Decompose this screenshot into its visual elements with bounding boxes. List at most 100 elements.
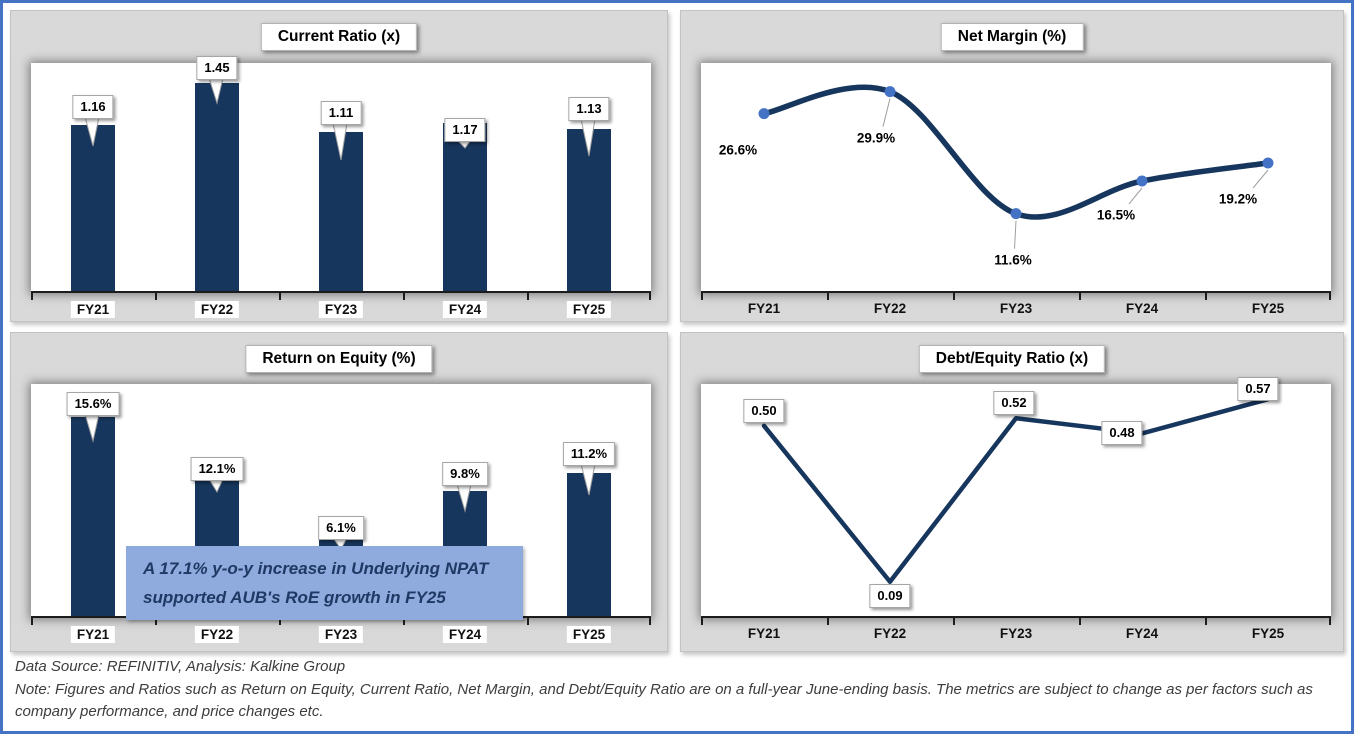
data-label-FY22: 1.45 <box>196 56 238 81</box>
marker-dot-FY21 <box>758 108 770 120</box>
chart-title-return-on-equity: Return on Equity (%) <box>245 345 433 373</box>
panel-current-ratio: Current Ratio (x) 1.16 1.45 1.11 1.17 1.13 F… <box>10 10 668 322</box>
axis-tick <box>1079 291 1081 300</box>
category-label: FY22 <box>873 626 907 641</box>
category-label: FY25 <box>1251 626 1285 641</box>
axis-tick <box>31 291 33 300</box>
pointer-shape <box>208 77 224 105</box>
category-label: FY21 <box>747 301 781 316</box>
pointer-shape <box>580 463 596 496</box>
label-pointer <box>332 122 348 160</box>
data-label-FY22: 12.1% <box>190 456 244 481</box>
bar-FY24 <box>443 123 487 291</box>
axis-tick <box>649 616 651 625</box>
data-label-FY25: 1.13 <box>568 96 610 121</box>
pointer-shape <box>580 118 596 157</box>
annotation-line: A 17.1% y-o-y increase in Underlying NPA… <box>143 559 489 578</box>
data-label-FY21: 0.50 <box>743 398 785 423</box>
label-leader-line <box>1014 220 1017 249</box>
data-label-FY24: 1.17 <box>444 118 486 143</box>
category-label: FY22 <box>873 301 907 316</box>
roe-annotation: A 17.1% y-o-y increase in Underlying NPA… <box>126 546 523 620</box>
bar-FY21 <box>71 417 115 616</box>
axis-tick <box>649 291 651 300</box>
pointer-shape <box>456 483 472 514</box>
category-label: FY24 <box>442 301 488 318</box>
chart-title-current-ratio: Current Ratio (x) <box>260 23 418 51</box>
axis-tick <box>827 616 829 625</box>
category-label: FY24 <box>1125 626 1159 641</box>
bar-FY25 <box>567 473 611 616</box>
category-label: FY23 <box>318 301 364 318</box>
data-label-FY25: 11.2% <box>562 442 616 467</box>
axis-tick <box>1329 291 1331 300</box>
axis-tick <box>527 616 529 625</box>
category-label: FY25 <box>1251 301 1285 316</box>
label-pointer <box>84 413 100 444</box>
data-source-note: Data Source: REFINITIV, Analysis: Kalkin… <box>15 658 346 675</box>
axis-tick <box>31 616 33 625</box>
category-label: FY24 <box>442 626 488 643</box>
axis-tick <box>953 291 955 300</box>
label-pointer <box>580 118 596 157</box>
category-label: FY23 <box>999 626 1033 641</box>
annotation-line: supported AUB's RoE growth in FY25 <box>143 588 446 607</box>
axis-tick <box>701 291 703 300</box>
category-label: FY22 <box>194 301 240 318</box>
axis-tick <box>1205 616 1207 625</box>
plot-area-debt-equity: 0.50 0.09 0.52 0.48 0.57 <box>701 377 1331 618</box>
pointer-shape <box>84 116 100 146</box>
category-label: FY21 <box>70 301 116 318</box>
chart-title-net-margin: Net Margin (%) <box>940 23 1084 51</box>
data-label-FY25: 19.2% <box>1218 191 1258 207</box>
panel-return-on-equity: Return on Equity (%) 15.6% 12.1% 6.1% 9.8% 1… <box>10 332 668 652</box>
category-label: FY22 <box>194 626 240 643</box>
label-leader-line <box>882 98 891 127</box>
bar-FY21 <box>71 124 115 291</box>
panel-net-margin: Net Margin (%) 26.6% 29.9% 11.6% 16.5% 19.2%… <box>680 10 1344 322</box>
axis-tick <box>953 616 955 625</box>
chart-title-debt-equity: Debt/Equity Ratio (x) <box>918 345 1106 373</box>
axis-tick <box>1205 291 1207 300</box>
category-label: FY21 <box>70 626 116 643</box>
disclaimer-note: Note: Figures and Ratios such as Return … <box>15 681 1313 720</box>
category-label: FY21 <box>747 626 781 641</box>
axis-tick <box>155 616 157 625</box>
data-label-FY23: 6.1% <box>318 516 364 541</box>
axis-tick <box>403 291 405 300</box>
plot-area-current-ratio: 1.16 1.45 1.11 1.17 1.13 <box>31 56 651 293</box>
pointer-shape <box>84 413 100 444</box>
data-label-FY24: 0.48 <box>1101 421 1143 446</box>
footer: Data Source: REFINITIV, Analysis: Kalkin… <box>15 656 1345 724</box>
marker-dot-FY22 <box>884 86 896 98</box>
series-line <box>761 84 1271 220</box>
label-leader-line <box>1252 169 1269 189</box>
data-label-FY22: 0.09 <box>869 583 911 608</box>
data-label-FY21: 26.6% <box>718 142 758 158</box>
axis-tick <box>1079 616 1081 625</box>
category-label: FY23 <box>318 626 364 643</box>
label-pointer <box>208 478 224 493</box>
axis-tick <box>701 616 703 625</box>
data-label-FY23: 11.6% <box>994 252 1032 268</box>
marker-dot-FY25 <box>1262 157 1274 169</box>
data-label-FY22: 29.9% <box>856 130 896 146</box>
axis-tick <box>1329 616 1331 625</box>
axis-tick <box>827 291 829 300</box>
pointer-shape <box>332 122 348 160</box>
category-label: FY24 <box>1125 301 1159 316</box>
data-label-FY21: 15.6% <box>66 392 120 417</box>
axis-tick <box>279 291 281 300</box>
label-pointer <box>208 77 224 105</box>
axis-tick <box>279 616 281 625</box>
label-leader-line <box>1128 187 1143 205</box>
axis-tick <box>403 616 405 625</box>
category-label: FY25 <box>566 626 612 643</box>
panel-debt-equity: Debt/Equity Ratio (x) 0.50 0.09 0.52 0.48 0.… <box>680 332 1344 652</box>
label-pointer <box>456 483 472 514</box>
data-label-FY24: 16.5% <box>1096 207 1136 223</box>
data-label-FY21: 1.16 <box>72 94 114 119</box>
plot-area-net-margin: 26.6% 29.9% 11.6% 16.5% 19.2% <box>701 63 1331 293</box>
data-label-FY24: 9.8% <box>442 462 488 487</box>
